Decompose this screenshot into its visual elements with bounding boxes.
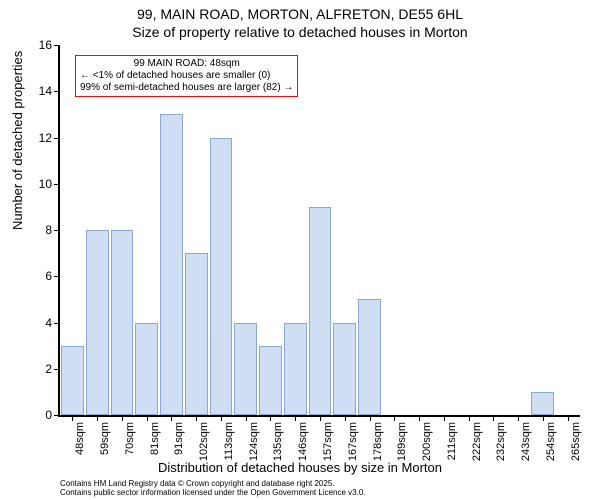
bar [185, 253, 208, 415]
bar [135, 323, 158, 416]
credits: Contains HM Land Registry data © Crown c… [60, 480, 366, 498]
y-tick-label: 16 [39, 38, 52, 52]
x-tick [444, 415, 445, 421]
y-tick-label: 14 [39, 84, 52, 98]
annotation-line1: 99 MAIN ROAD: 48sqm [80, 58, 293, 70]
x-tick [97, 415, 98, 421]
bar [284, 323, 307, 416]
y-tick-label: 10 [39, 177, 52, 191]
annotation-line2: ← <1% of detached houses are smaller (0) [80, 70, 293, 82]
x-tick [171, 415, 172, 421]
y-tick [54, 323, 60, 324]
x-tick [493, 415, 494, 421]
y-tick [54, 369, 60, 370]
y-tick [54, 91, 60, 92]
x-tick [469, 415, 470, 421]
chart-container: 99, MAIN ROAD, MORTON, ALFRETON, DE55 6H… [0, 0, 600, 500]
y-tick [54, 45, 60, 46]
y-tick-label: 4 [45, 316, 52, 330]
chart-title-1: 99, MAIN ROAD, MORTON, ALFRETON, DE55 6H… [0, 6, 600, 22]
bar [358, 299, 381, 415]
x-tick [246, 415, 247, 421]
x-tick [147, 415, 148, 421]
y-tick [54, 184, 60, 185]
bar [531, 392, 554, 415]
y-tick-label: 0 [45, 408, 52, 422]
y-tick [54, 415, 60, 416]
x-tick [196, 415, 197, 421]
bar [234, 323, 257, 416]
x-tick [370, 415, 371, 421]
x-tick [221, 415, 222, 421]
x-axis-title: Distribution of detached houses by size … [0, 460, 600, 475]
x-axis [58, 415, 580, 417]
annotation-box: 99 MAIN ROAD: 48sqm ← <1% of detached ho… [75, 55, 298, 97]
bar [160, 114, 183, 415]
bar [309, 207, 332, 415]
y-tick [54, 276, 60, 277]
y-tick [54, 138, 60, 139]
x-tick [320, 415, 321, 421]
x-tick [543, 415, 544, 421]
y-tick-label: 2 [45, 362, 52, 376]
bar [61, 346, 84, 415]
bar [210, 138, 233, 416]
credits-line2: Contains public sector information licen… [60, 489, 366, 498]
x-tick [270, 415, 271, 421]
y-tick-label: 6 [45, 269, 52, 283]
x-tick [518, 415, 519, 421]
y-tick-label: 12 [39, 131, 52, 145]
x-tick [419, 415, 420, 421]
bar [86, 230, 109, 415]
x-tick [568, 415, 569, 421]
y-tick [54, 230, 60, 231]
bar [259, 346, 282, 415]
chart-title-2: Size of property relative to detached ho… [0, 24, 600, 40]
y-axis-title: Number of detached properties [10, 51, 25, 230]
x-tick [72, 415, 73, 421]
x-tick [295, 415, 296, 421]
y-tick-label: 8 [45, 223, 52, 237]
bar [111, 230, 134, 415]
bar [333, 323, 356, 416]
x-tick [122, 415, 123, 421]
x-tick [394, 415, 395, 421]
annotation-line3: 99% of semi-detached houses are larger (… [80, 82, 293, 94]
x-tick [345, 415, 346, 421]
